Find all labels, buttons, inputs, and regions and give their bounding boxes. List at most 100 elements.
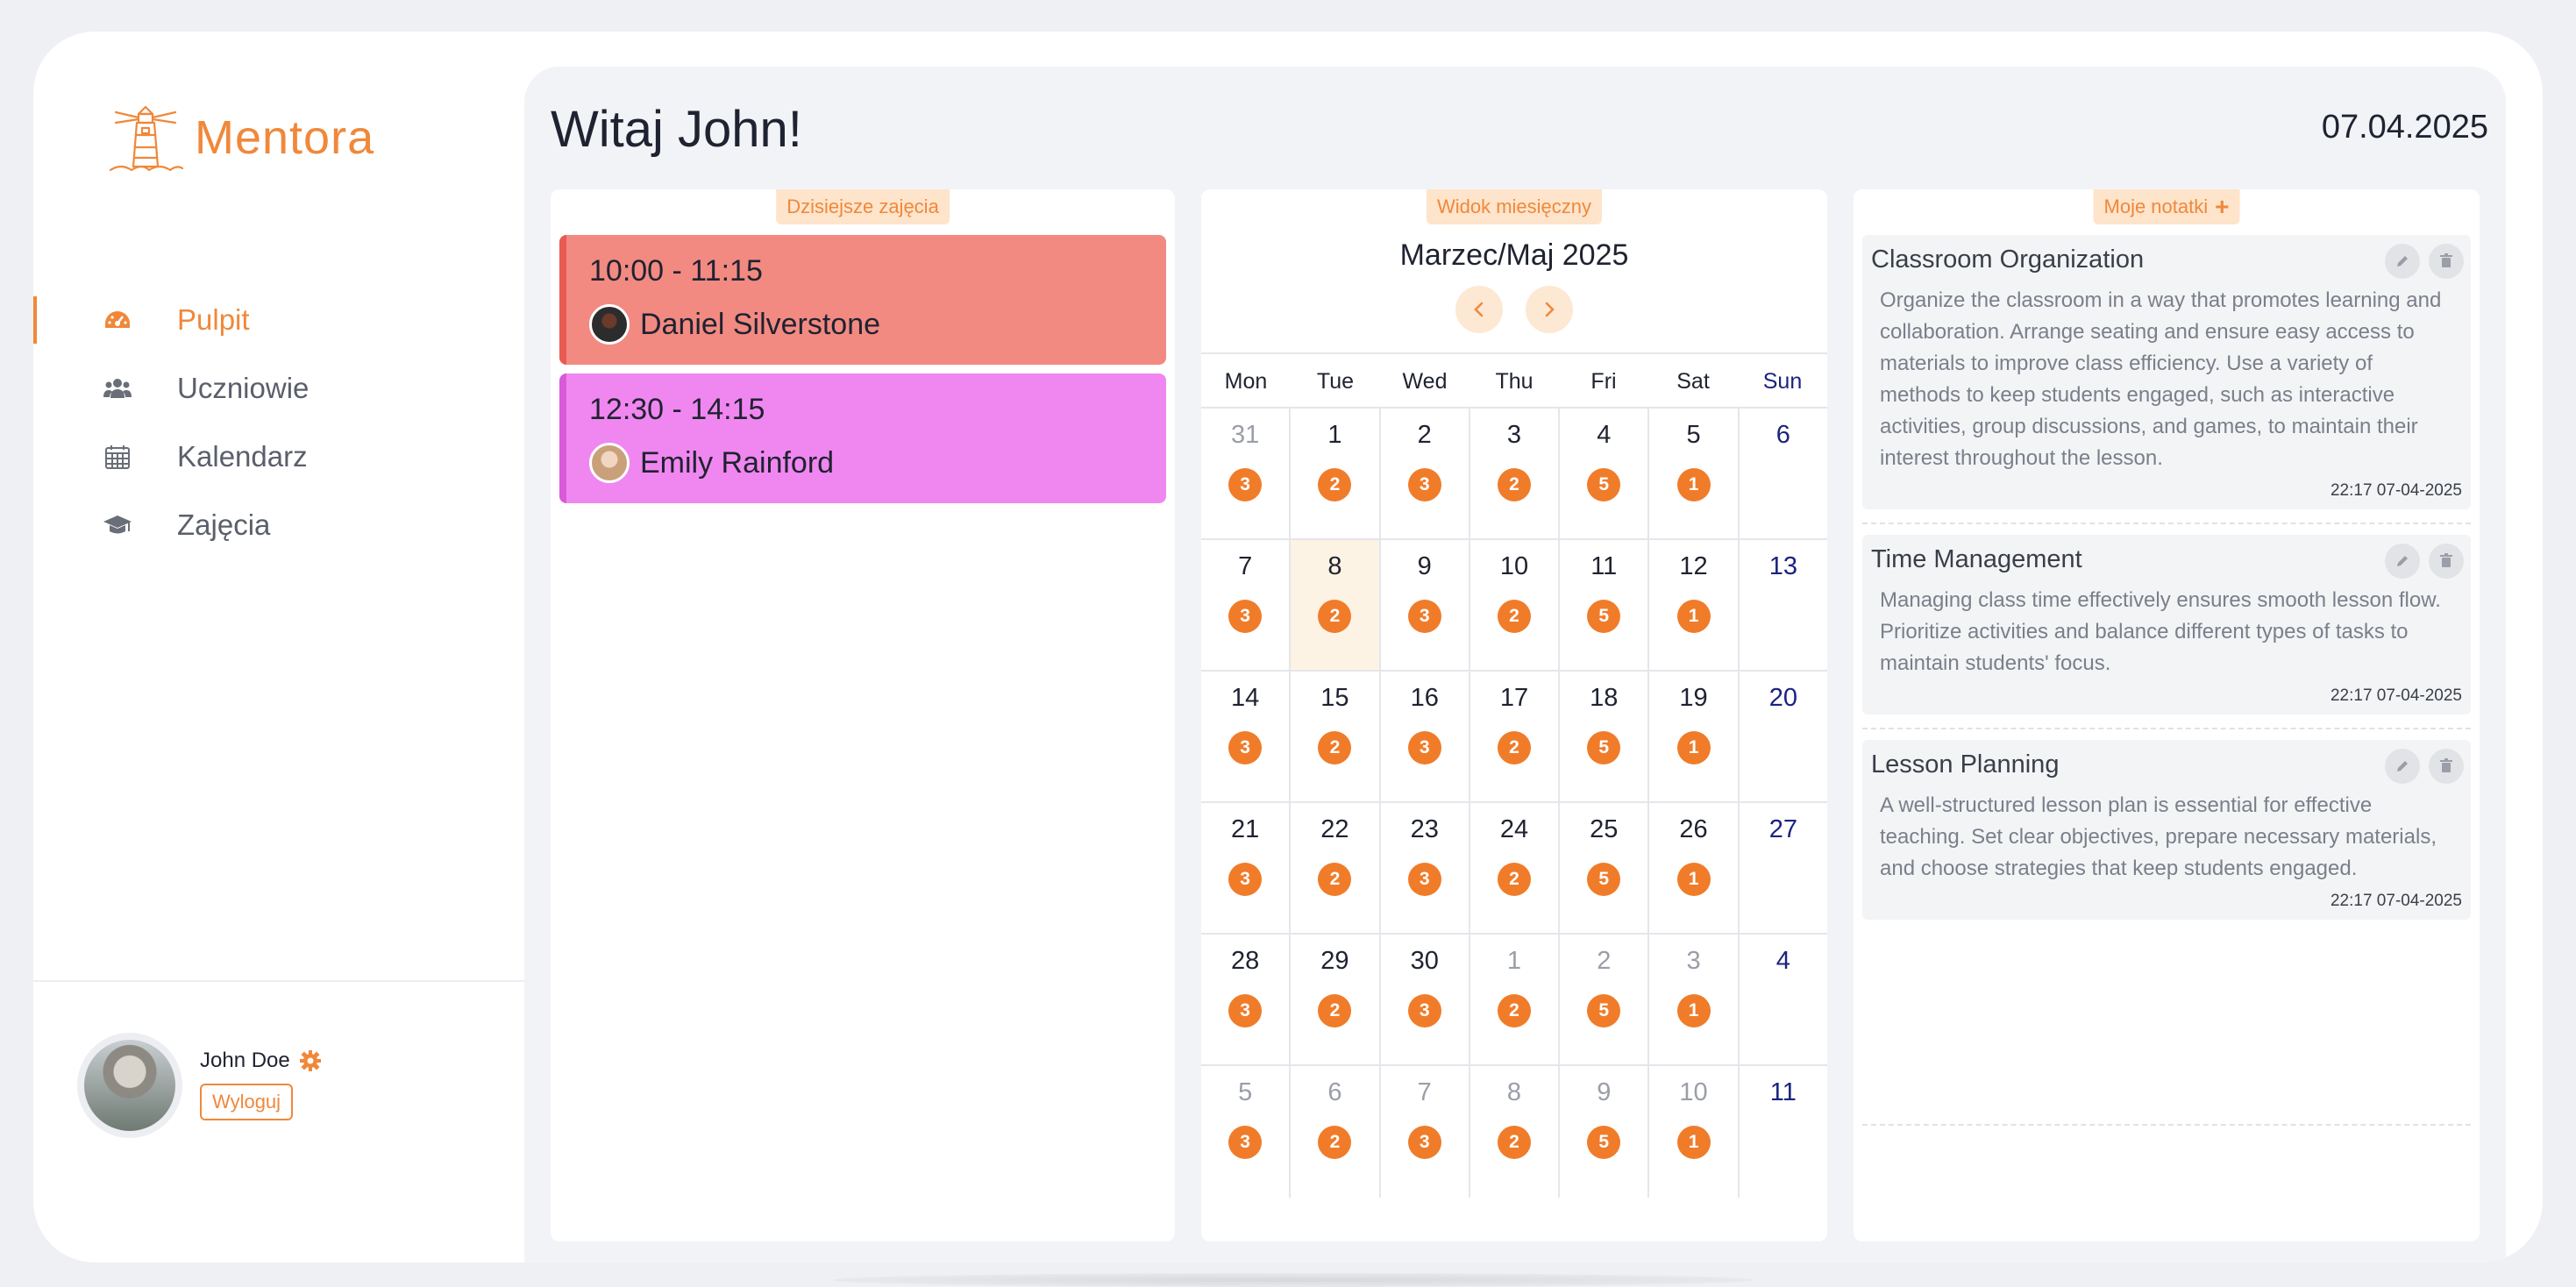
student-name: Emily Rainford [640, 445, 835, 480]
calendar-day[interactable]: 14 3 [1201, 672, 1292, 801]
day-number: 19 [1679, 684, 1708, 712]
calendar-day[interactable]: 15 2 [1291, 672, 1381, 801]
weekday-label: Sat [1676, 369, 1710, 394]
calendar-day[interactable]: 6 [1740, 409, 1827, 538]
calendar-day[interactable]: 23 3 [1381, 803, 1470, 933]
day-number: 8 [1327, 552, 1342, 580]
delete-note-button[interactable] [2429, 544, 2464, 579]
sidebar-item-kalendarz[interactable]: Kalendarz [33, 423, 524, 491]
lesson-count-badge: 3 [1407, 600, 1441, 633]
lesson-count-badge: 3 [1228, 600, 1263, 633]
day-number: 25 [1590, 815, 1619, 843]
day-number: 10 [1499, 552, 1529, 580]
calendar-day[interactable]: 10 2 [1470, 540, 1561, 670]
gear-icon[interactable] [299, 1049, 322, 1072]
calendar-day[interactable]: 27 [1740, 803, 1827, 933]
day-number: 16 [1410, 684, 1439, 712]
calendar-day[interactable]: 25 5 [1560, 803, 1650, 933]
delete-note-button[interactable] [2429, 244, 2464, 279]
calendar-day[interactable]: 10 1 [1649, 1066, 1740, 1198]
calendar-day[interactable]: 24 2 [1470, 803, 1561, 933]
calendar-week-row: 21 3 22 2 23 3 24 2 25 5 26 1 27 [1201, 803, 1827, 935]
calendar-day[interactable]: 19 1 [1649, 672, 1740, 801]
edit-note-button[interactable] [2385, 749, 2420, 784]
sidebar-item-uczniowie[interactable]: Uczniowie [33, 354, 524, 423]
sidebar-item-label: Zajęcia [177, 508, 271, 541]
next-month-button[interactable] [1526, 286, 1573, 333]
calendar-day[interactable]: 16 3 [1381, 672, 1470, 801]
lesson-count-badge: 3 [1228, 863, 1263, 896]
day-number: 15 [1320, 684, 1349, 712]
calendar-day[interactable]: 12 1 [1649, 540, 1740, 670]
calendar-day[interactable]: 13 [1740, 540, 1827, 670]
calendar-day[interactable]: 11 5 [1560, 540, 1650, 670]
lesson-time: 12:30 - 14:15 [589, 393, 765, 426]
sidebar-item-zajecia[interactable]: Zajęcia [33, 491, 524, 559]
monthly-calendar-panel: Widok miesięczny Marzec/Maj 2025 Mon Tue W… [1201, 189, 1827, 1241]
edit-note-button[interactable] [2385, 544, 2420, 579]
trash-icon [2440, 553, 2452, 567]
day-number: 7 [1417, 1078, 1432, 1106]
calendar-day[interactable]: 29 2 [1291, 935, 1381, 1064]
weekday-label: Sun [1762, 369, 1803, 394]
calendar-day[interactable]: 30 3 [1381, 935, 1470, 1064]
lesson-card[interactable]: 10:00 - 11:15 Daniel Silverstone [559, 235, 1166, 365]
calendar-day[interactable]: 4 [1740, 935, 1827, 1064]
lesson-count-badge: 3 [1228, 731, 1263, 764]
logout-button[interactable]: Wyloguj [200, 1084, 294, 1120]
lesson-card[interactable]: 12:30 - 14:15 Emily Rainford [559, 373, 1166, 503]
note-body: Organize the classroom in a way that pro… [1880, 288, 2442, 470]
panel-tag: Dzisiejsze zajęcia [776, 189, 950, 224]
add-note-button[interactable]: + [2215, 193, 2230, 220]
calendar-day[interactable]: 11 [1740, 1066, 1827, 1198]
delete-note-button[interactable] [2429, 749, 2464, 784]
calendar-day[interactable]: 28 3 [1201, 935, 1292, 1064]
day-number: 4 [1597, 421, 1612, 449]
calendar-day[interactable]: 18 5 [1560, 672, 1650, 801]
edit-note-button[interactable] [2385, 244, 2420, 279]
day-number: 2 [1417, 421, 1432, 449]
weekday-label: Thu [1495, 369, 1534, 394]
avatar[interactable] [77, 1033, 182, 1138]
calendar-day[interactable]: 17 2 [1470, 672, 1561, 801]
calendar-title: Marzec/Maj 2025 [1399, 238, 1629, 272]
student-name: Daniel Silverstone [640, 307, 881, 341]
day-number: 1 [1506, 947, 1522, 975]
calendar-day[interactable]: 31 3 [1201, 409, 1292, 538]
note-card[interactable]: Classroom Organization Organize the clas… [1862, 235, 2471, 509]
note-card[interactable]: Time Management Managing class time effe… [1862, 535, 2471, 715]
lesson-time: 10:00 - 11:15 [589, 254, 763, 288]
calendar-day[interactable]: 21 3 [1201, 803, 1292, 933]
note-timestamp: 22:17 07-04-2025 [2330, 892, 2462, 910]
logo[interactable]: Mentora [103, 98, 374, 177]
lesson-count-badge: 5 [1587, 1126, 1621, 1159]
lesson-count-badge: 2 [1497, 731, 1531, 764]
calendar-day[interactable]: 20 [1740, 672, 1827, 801]
note-card[interactable]: Lesson Planning A well-structured lesson… [1862, 740, 2471, 920]
lesson-count-badge: 2 [1497, 468, 1531, 501]
day-number: 18 [1590, 684, 1619, 712]
sidebar-item-pulpit[interactable]: Pulpit [33, 286, 524, 354]
prev-month-button[interactable] [1455, 286, 1503, 333]
user-name: John Doe [200, 1049, 322, 1073]
notes-panel: Moje notatki + Classroom Organization Or… [1854, 189, 2480, 1241]
calendar-day[interactable]: 22 2 [1291, 803, 1381, 933]
calendar-day[interactable]: 26 1 [1649, 803, 1740, 933]
sidebar-nav: Pulpit Uczniowie Kalendarz Zajęcia [33, 286, 524, 559]
